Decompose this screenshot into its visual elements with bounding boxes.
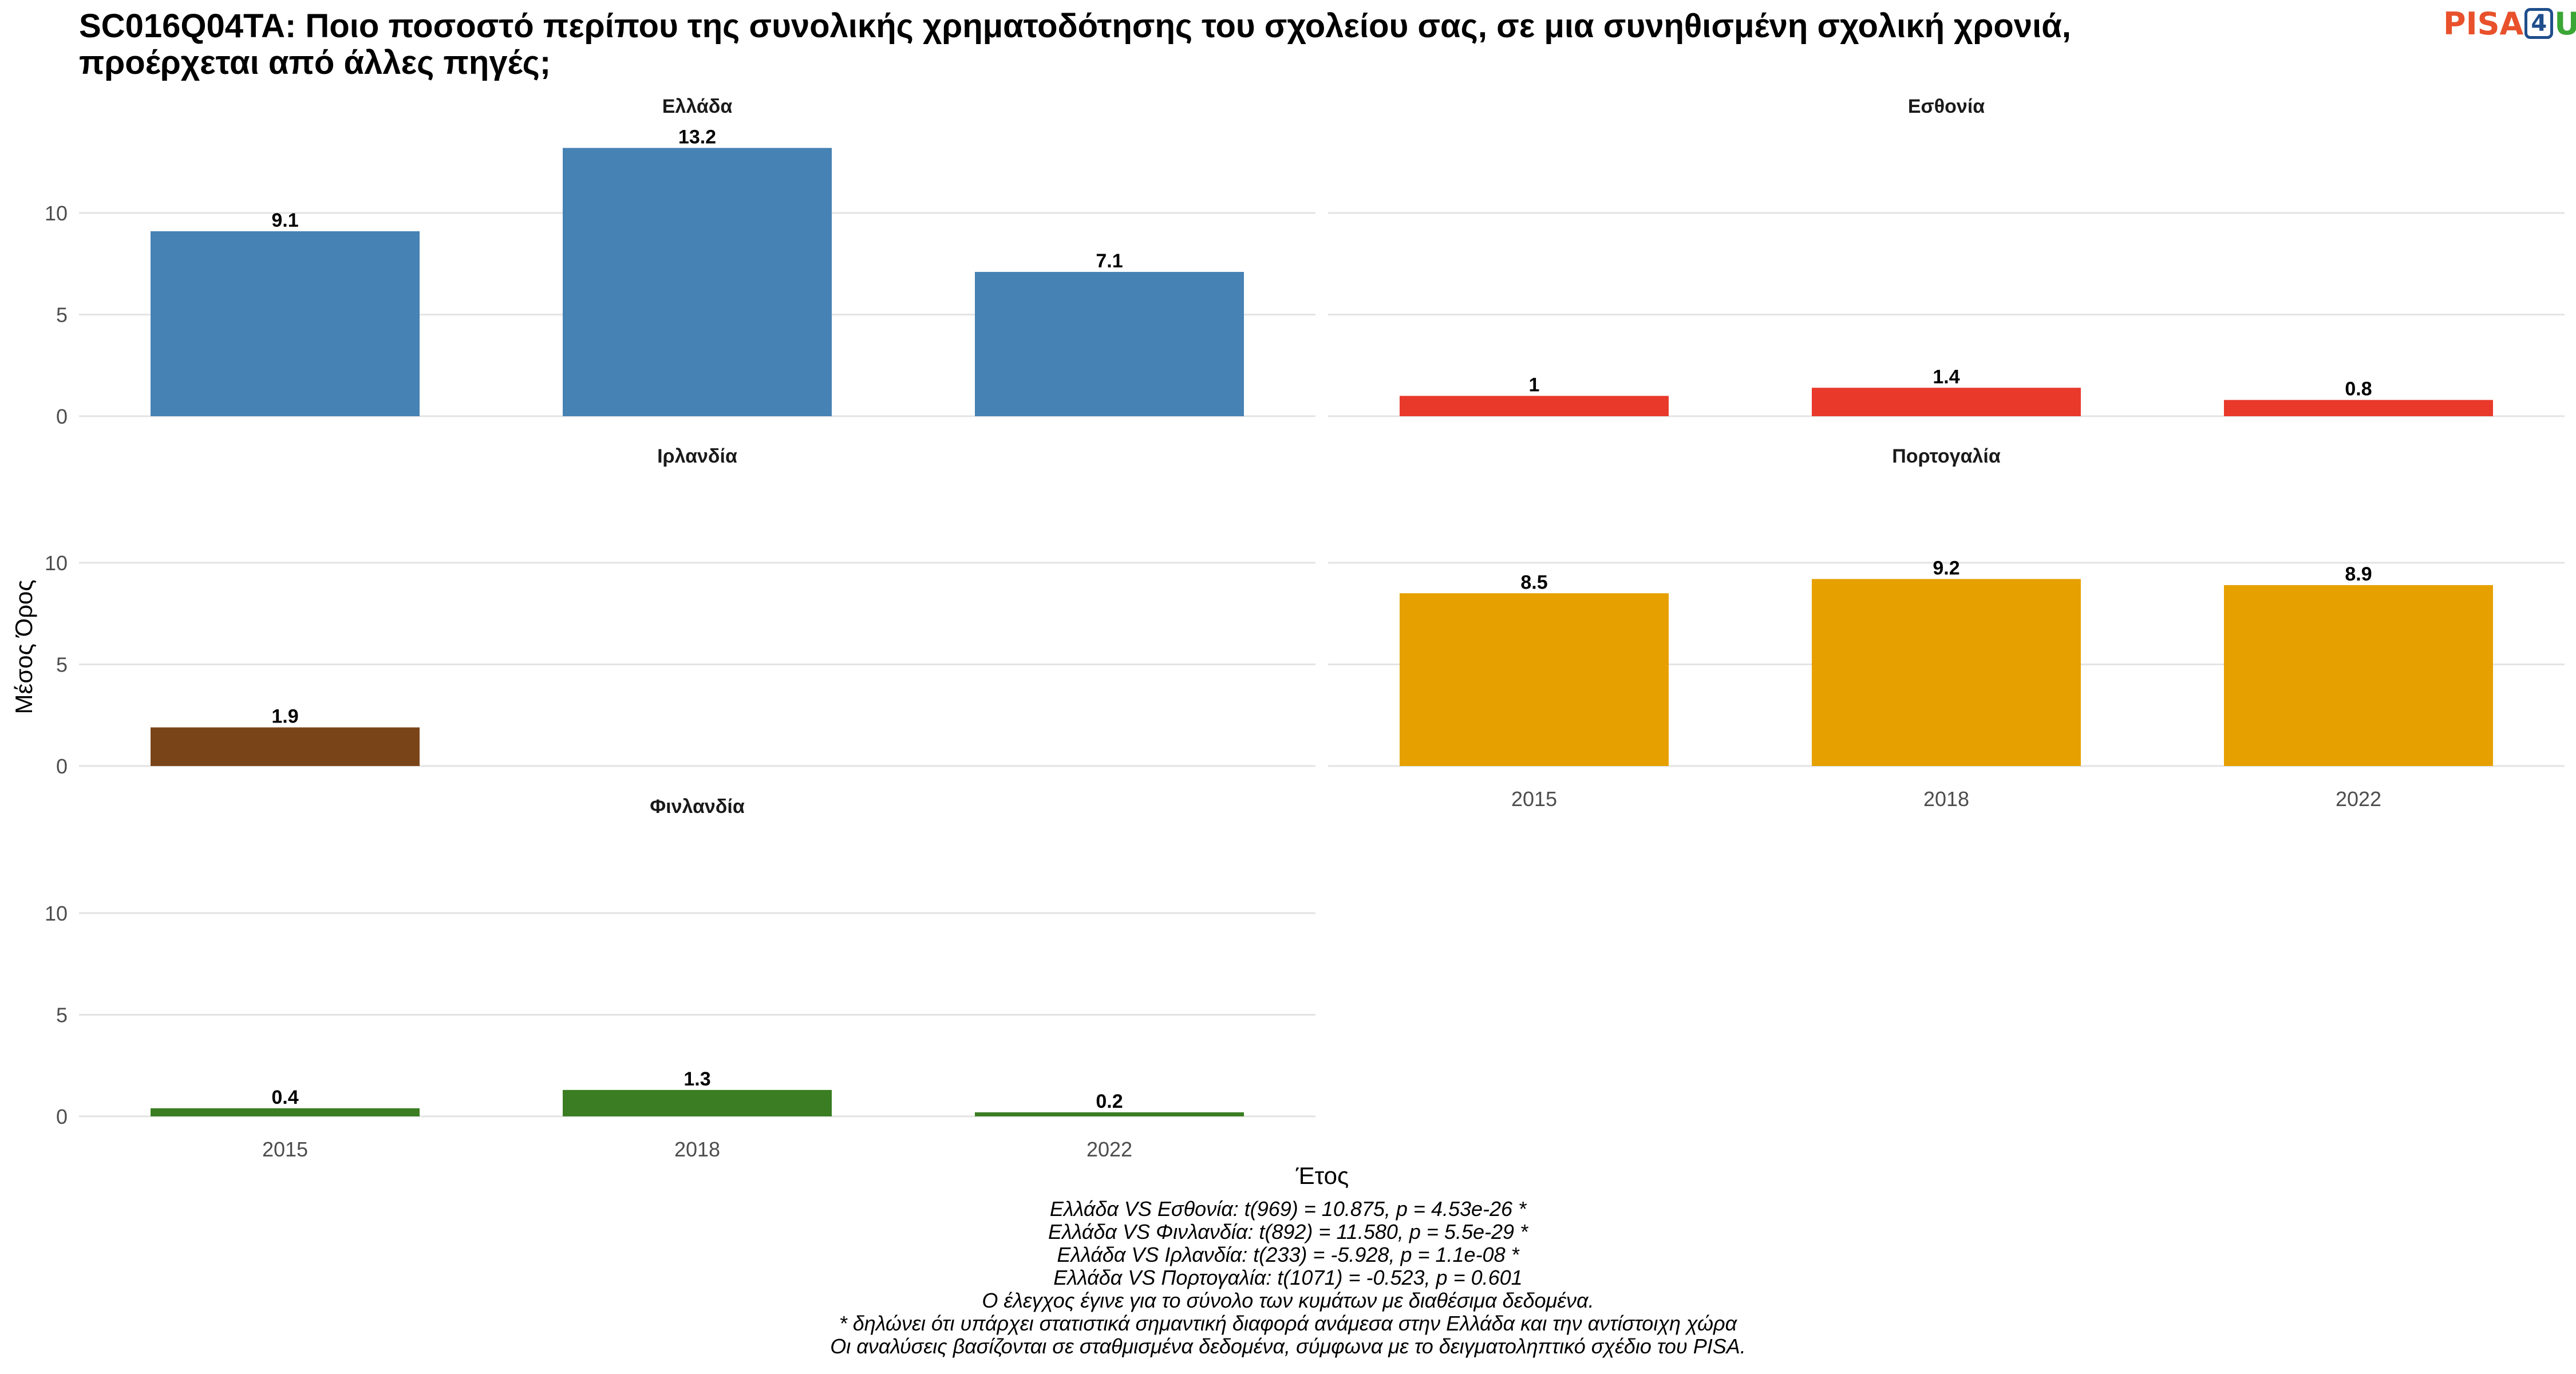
y-tick-label: 5 bbox=[56, 1004, 68, 1027]
y-axis-label: Μέσος Όρος bbox=[10, 580, 37, 714]
data-label: 0.8 bbox=[2345, 378, 2372, 400]
bar bbox=[975, 1112, 1244, 1116]
data-label: 1.3 bbox=[683, 1068, 710, 1090]
x-tick-label: 2022 bbox=[1086, 1138, 1132, 1161]
y-tick-label: 0 bbox=[56, 405, 68, 428]
footnote-line: Ελλάδα VS Πορτογαλία: t(1071) = -0.523, … bbox=[1053, 1266, 1523, 1289]
data-label: 9.2 bbox=[1933, 557, 1959, 579]
data-label: 1.4 bbox=[1933, 366, 1959, 388]
footnotes: Ελλάδα VS Εσθονία: t(969) = 10.875, p = … bbox=[0, 1198, 2576, 1358]
logo-text-u: U bbox=[2554, 6, 2576, 42]
data-label: 9.1 bbox=[271, 210, 298, 231]
facet-title: Ελλάδα bbox=[662, 96, 733, 117]
y-tick-label: 0 bbox=[56, 755, 68, 778]
y-tick-label: 5 bbox=[56, 303, 68, 327]
bar bbox=[2224, 585, 2493, 766]
faceted-bar-chart: 0 5 10 Ελλάδα 9.1 13.2 7.1 Εσθονία 1 1.4 0.8 0 5 10 Ιρ… bbox=[10, 96, 2565, 1189]
y-tick-label: 5 bbox=[56, 653, 68, 677]
facet-title: Φινλανδία bbox=[650, 796, 745, 818]
data-label: 8.5 bbox=[1520, 571, 1547, 593]
pisa4u-logo: PISA 4 U bbox=[2443, 6, 2576, 42]
x-axis-label: Έτος bbox=[1295, 1162, 1349, 1189]
y-tick-label: 10 bbox=[45, 902, 68, 925]
footnote-line: Οι αναλύσεις βασίζονται σε σταθμισμένα δ… bbox=[830, 1334, 1746, 1358]
data-label: 1 bbox=[1529, 374, 1540, 396]
chart-panels: 0 5 10 Ελλάδα 9.1 13.2 7.1 Εσθονία 1 1.4 0.8 0 5 10 Ιρ… bbox=[45, 96, 2565, 1161]
data-label: 7.1 bbox=[1096, 250, 1123, 272]
footnote-line: Ελλάδα VS Εσθονία: t(969) = 10.875, p = … bbox=[1049, 1197, 1527, 1221]
data-label: 13.2 bbox=[678, 126, 716, 148]
data-label: 8.9 bbox=[2345, 563, 2372, 585]
x-tick-label: 2015 bbox=[262, 1138, 308, 1161]
bar bbox=[2224, 400, 2493, 416]
bar bbox=[151, 1108, 420, 1116]
bar bbox=[1812, 579, 2081, 766]
logo-text-pisa: PISA bbox=[2443, 6, 2524, 42]
bar bbox=[563, 148, 832, 416]
y-tick-label: 10 bbox=[45, 202, 68, 225]
x-tick-label: 2018 bbox=[1923, 787, 1969, 811]
x-tick-label: 2022 bbox=[2336, 787, 2381, 811]
footnote-line: Ελλάδα VS Φινλανδία: t(892) = 11.580, p … bbox=[1048, 1220, 1528, 1243]
y-tick-label: 0 bbox=[56, 1105, 68, 1128]
x-tick-label: 2015 bbox=[1511, 787, 1557, 811]
data-label: 0.2 bbox=[1096, 1091, 1123, 1112]
bar bbox=[1400, 593, 1669, 766]
data-label: 1.9 bbox=[271, 706, 298, 728]
bar bbox=[1812, 388, 2081, 416]
footnote-line: * δηλώνει ότι υπάρχει στατιστικά σημαντι… bbox=[839, 1312, 1737, 1335]
bar bbox=[151, 727, 420, 766]
logo-text-4: 4 bbox=[2524, 8, 2554, 39]
y-tick-label: 10 bbox=[45, 551, 68, 575]
bar bbox=[563, 1089, 832, 1116]
chart-title: SC016Q04TA: Ποιο ποσοστό περίπου της συν… bbox=[79, 7, 2071, 81]
footnote-line: Ελλάδα VS Ιρλανδία: t(233) = -5.928, p =… bbox=[1057, 1243, 1519, 1266]
facet-title: Πορτογαλία bbox=[1892, 445, 2001, 467]
facet-title: Ιρλανδία bbox=[657, 445, 737, 467]
footnote-line: Ο έλεγχος έγινε για το σύνολο των κυμάτω… bbox=[982, 1289, 1594, 1312]
bar bbox=[151, 231, 420, 416]
x-tick-label: 2018 bbox=[674, 1138, 720, 1161]
bar bbox=[1400, 396, 1669, 416]
facet-title: Εσθονία bbox=[1908, 96, 1985, 117]
bar bbox=[975, 271, 1244, 416]
data-label: 0.4 bbox=[271, 1087, 298, 1108]
